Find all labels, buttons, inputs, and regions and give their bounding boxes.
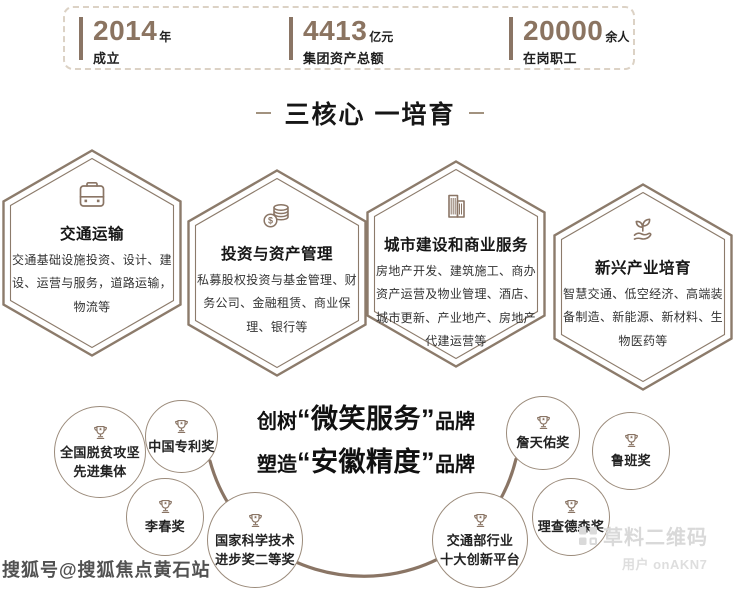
- award-national-science-progress: 国家科学技术 进步奖二等奖: [207, 492, 303, 588]
- trophy-icon: [93, 426, 107, 440]
- slogan-text: 品牌: [435, 454, 475, 476]
- slogan-text: 创树: [257, 411, 297, 433]
- brand-slogan: 创树“微笑服务”品牌 塑造“安徽精度”品牌: [232, 400, 500, 486]
- stat-divider: [289, 17, 293, 60]
- hexagon-description: 房地产开发、建筑施工、商办资产运营及物业管理、酒店、城市更新、产业地产、房地产代…: [376, 264, 536, 349]
- slogan-line-1: 创树“微笑服务”品牌: [232, 400, 500, 443]
- sohu-watermark: 搜狐号@搜狐焦点黄石站: [2, 560, 211, 580]
- award-poverty-alleviation: 全国脱贫攻坚 先进集体: [54, 406, 146, 498]
- hexagon-investment: $ 投资与资产管理 私募股权投资与基金管理、财务公司、金融租赁、商业保理、银行等: [187, 169, 367, 377]
- title-dash-left: [255, 112, 271, 114]
- trophy-icon: [564, 500, 578, 514]
- stat-value: 4413: [303, 15, 368, 46]
- hexagon-outline: [553, 183, 733, 391]
- award-label: 全国脱贫攻坚 先进集体: [60, 445, 140, 479]
- stat-label: 集团资产总额: [303, 51, 385, 66]
- stats-box: 2014 年 成立 4413 亿元 集团资产总额 20000 余人: [63, 6, 635, 70]
- hexagon-urban-construction: 城市建设和商业服务 房地产开发、建筑施工、商办资产运营及物业管理、酒店、城市更新…: [366, 160, 546, 368]
- hexagon-description: 智慧交通、低空经济、高端装备制造、新能源、新材料、生物医药等: [563, 287, 723, 348]
- award-label: 詹天佑奖: [516, 435, 570, 451]
- qr-grid-icon: [578, 526, 598, 546]
- qrcode-user-text: 用户 onAKN7: [622, 557, 708, 572]
- hexagon-outline: [366, 160, 546, 368]
- slogan-quoted-text: “微笑服务”: [297, 404, 435, 434]
- stat-label: 在岗职工: [523, 51, 578, 66]
- slogan-text: 品牌: [435, 411, 475, 433]
- award-richardson: 理查德森奖: [532, 478, 610, 556]
- stat-divider: [509, 17, 513, 60]
- bus-icon: [73, 181, 111, 215]
- trophy-icon: [536, 416, 550, 430]
- svg-text:$: $: [268, 216, 273, 226]
- stat-divider: [79, 17, 83, 60]
- hexagon-emerging-industry: 新兴产业培育 智慧交通、低空经济、高端装备制造、新能源、新材料、生物医药等: [553, 183, 733, 391]
- award-transport-innovation-platform: 交通部行业 十大创新平台: [432, 492, 528, 588]
- hexagon-title: 投资与资产管理: [220, 246, 333, 263]
- sprout-hand-icon: [624, 218, 662, 249]
- qrcode-brand-text: 草料二维码: [603, 527, 708, 549]
- award-label: 李春奖: [145, 519, 185, 535]
- title-dash-right: [469, 112, 485, 114]
- stat-employees: 20000 余人 在岗职工: [509, 17, 629, 67]
- hexagon-title: 交通运输: [59, 226, 124, 243]
- stat-value: 2014: [93, 15, 158, 46]
- trophy-icon: [158, 500, 172, 514]
- coins-icon: $: [258, 203, 296, 235]
- award-label: 鲁班奖: [611, 453, 651, 469]
- slogan-quoted-text: “安徽精度”: [297, 447, 435, 477]
- buildings-icon: [437, 194, 475, 226]
- trophy-icon: [624, 434, 638, 448]
- award-label: 中国专利奖: [148, 438, 215, 454]
- hexagon-description: 交通基础设施投资、设计、建设、运营与服务，道路运输，物流等: [12, 253, 172, 314]
- hexagon-outline: [2, 149, 182, 357]
- slogan-line-2: 塑造“安徽精度”品牌: [232, 443, 500, 486]
- trophy-icon: [473, 514, 487, 528]
- section-title-row: 三核心 一培育: [0, 95, 740, 131]
- page-title: 三核心 一培育: [284, 101, 456, 129]
- stat-value: 20000: [523, 15, 604, 46]
- slogan-text: 塑造: [257, 454, 297, 476]
- trophy-icon: [175, 419, 188, 433]
- award-luban: 鲁班奖: [592, 412, 670, 490]
- stat-assets: 4413 亿元 集团资产总额: [289, 17, 393, 67]
- hexagon-title: 新兴产业培育: [594, 260, 691, 277]
- stat-unit: 余人: [605, 30, 630, 44]
- hexagon-title: 城市建设和商业服务: [383, 237, 528, 254]
- award-lichun: 李春奖: [126, 478, 204, 556]
- award-label: 交通部行业 十大创新平台: [440, 533, 520, 567]
- stat-label: 成立: [93, 51, 121, 66]
- award-label: 国家科学技术 进步奖二等奖: [215, 533, 295, 567]
- award-china-patent: 中国专利奖: [145, 400, 218, 473]
- qrcode-watermark: 草料二维码 用户 onAKN7: [578, 521, 708, 573]
- stat-unit: 年: [159, 30, 172, 44]
- award-label: 理查德森奖: [537, 519, 605, 535]
- stat-founded: 2014 年 成立: [79, 17, 171, 67]
- award-zhantianyou: 詹天佑奖: [506, 396, 580, 470]
- hexagon-outline: [187, 169, 367, 377]
- stat-unit: 亿元: [369, 30, 394, 44]
- hexagon-transportation: 交通运输 交通基础设施投资、设计、建设、运营与服务，道路运输，物流等: [2, 149, 182, 357]
- trophy-icon: [248, 514, 262, 528]
- hexagon-description: 私募股权投资与基金管理、财务公司、金融租赁、商业保理、银行等: [197, 273, 357, 334]
